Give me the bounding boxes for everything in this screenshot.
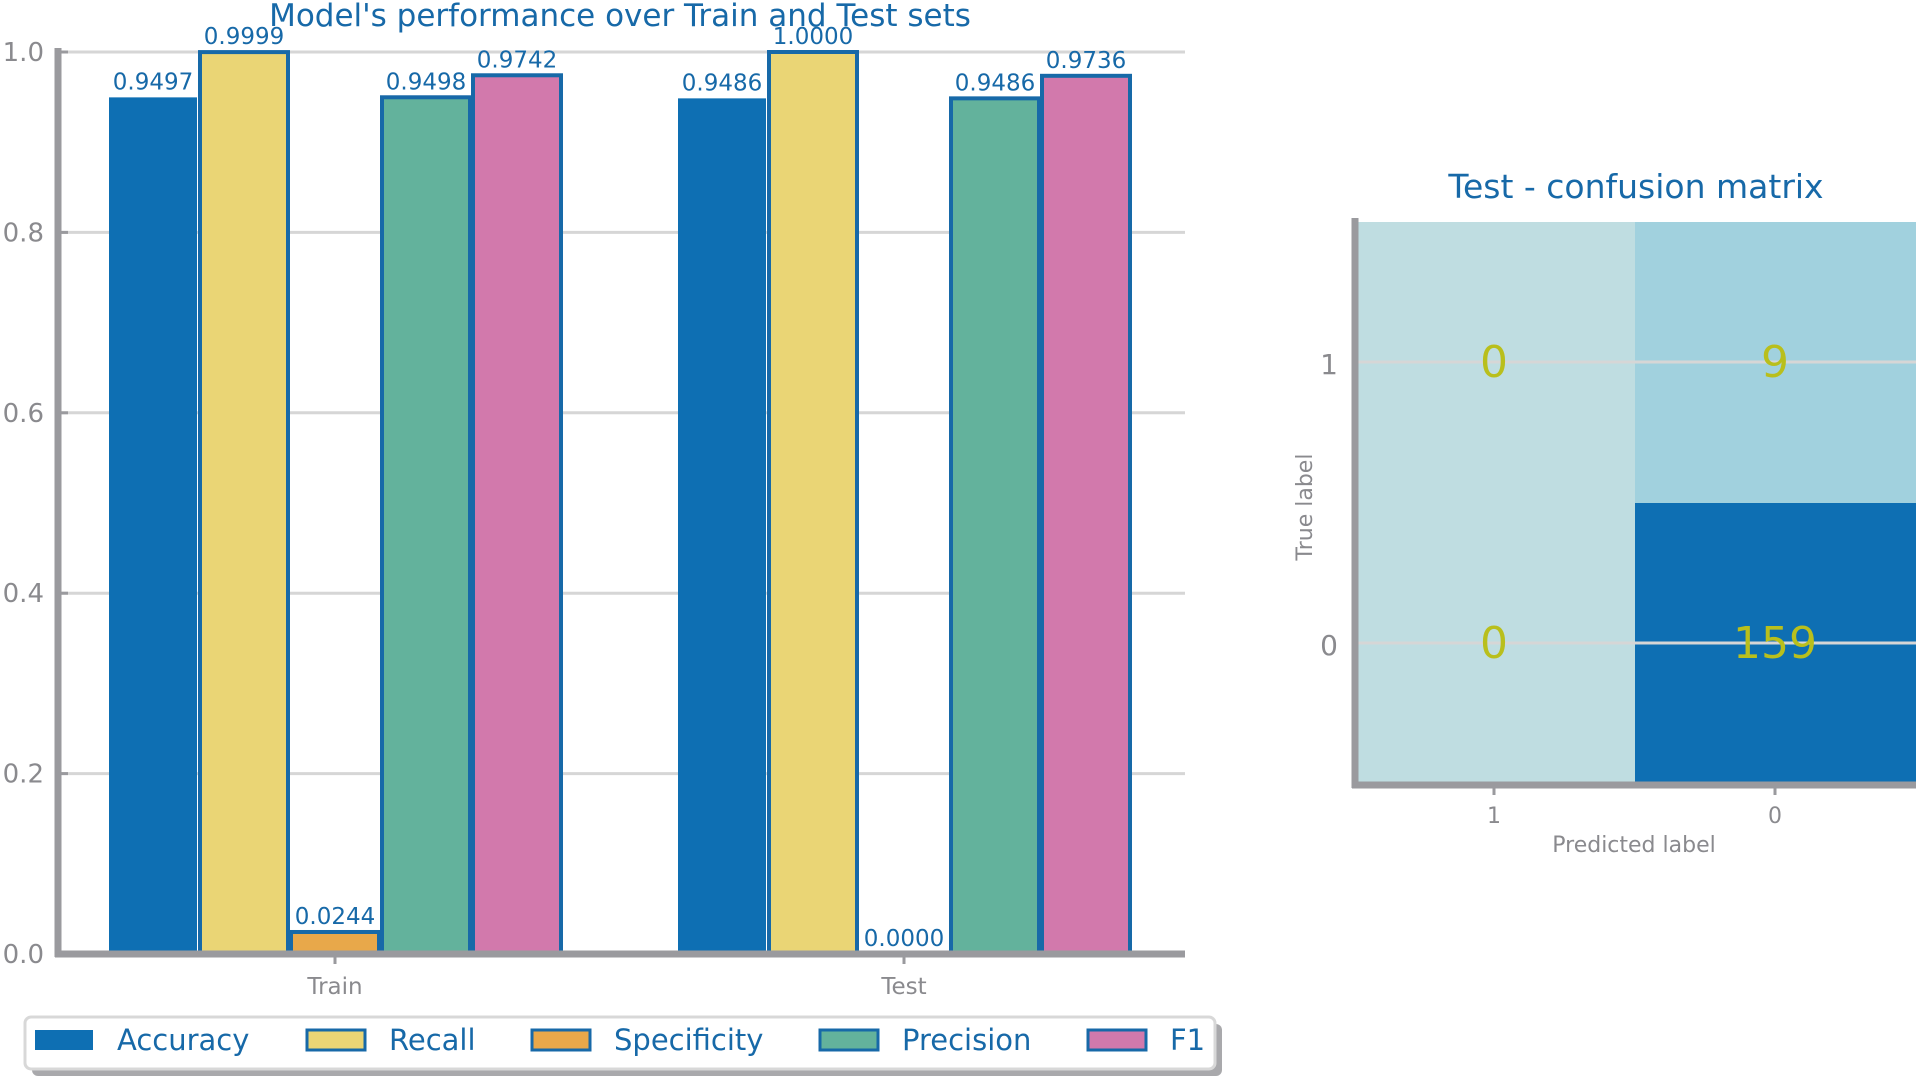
bar-accuracy-test — [678, 98, 766, 955]
bar-data-label: 0.9999 — [204, 24, 284, 50]
bar-data-label: 0.9736 — [1046, 48, 1126, 74]
bar-data-label: 0.0244 — [295, 904, 375, 930]
bar-data-label: 0.9498 — [386, 69, 466, 95]
bar-precision-test — [949, 96, 1041, 957]
bar-recall-train — [198, 50, 290, 956]
legend-label-specificity: Specificity — [614, 1023, 763, 1057]
bar-chart-y-tick-labels: 0.0 0.2 0.4 0.6 0.8 1.0 — [3, 38, 44, 970]
legend-swatch-accuracy — [35, 1030, 93, 1050]
confusion-matrix-value: 0 — [1480, 337, 1508, 388]
bar-data-label: 0.9742 — [477, 47, 557, 73]
legend-swatch-f1 — [1086, 1028, 1148, 1052]
bar-data-label: 0.0000 — [864, 926, 944, 952]
confusion-matrix-x-tick-label: 1 — [1487, 804, 1501, 829]
legend-label-accuracy: Accuracy — [117, 1023, 249, 1057]
x-tick-label: Train — [306, 974, 362, 1000]
confusion-matrix-y-tick-label: 1 — [1320, 348, 1338, 381]
bar-precision-train — [380, 95, 472, 957]
confusion-matrix-axes — [1351, 218, 1916, 789]
confusion-matrix-chart: Test - confusion matrix 0 9 0 159 1 0 1 0 Pred… — [1293, 167, 1916, 858]
bar-data-label: 0.9486 — [682, 70, 762, 96]
confusion-matrix-value: 9 — [1761, 337, 1789, 388]
legend-swatch-specificity — [530, 1028, 592, 1052]
legend-label-recall: Recall — [389, 1023, 476, 1057]
legend-swatch-recall — [305, 1028, 367, 1052]
bar-accuracy-train — [109, 97, 197, 954]
y-tick-label: 0.0 — [3, 940, 44, 970]
bar-data-label: 1.0000 — [773, 24, 853, 50]
bar-chart-data-labels: 0.9497 0.9999 0.0244 0.9498 0.9742 0.9486 1.00… — [113, 24, 1126, 952]
confusion-matrix-value: 0 — [1480, 618, 1508, 669]
bar-f1-test — [1040, 73, 1132, 956]
bar-data-label: 0.9497 — [113, 69, 193, 95]
bar-chart-legend: Accuracy Recall Specificity Precision F1 — [23, 1015, 1222, 1076]
confusion-matrix-cells: 0 9 0 159 — [1355, 222, 1916, 784]
y-tick-label: 0.6 — [3, 399, 44, 429]
x-tick-label: Test — [880, 974, 926, 1000]
bar-chart: Model's performance over Train and Test … — [3, 0, 1222, 1076]
confusion-matrix-y-tick-label: 0 — [1320, 629, 1338, 662]
legend-label-f1: F1 — [1170, 1023, 1205, 1057]
bar-chart-title: Model's performance over Train and Test … — [269, 0, 971, 34]
confusion-matrix-value: 159 — [1733, 618, 1817, 669]
bar-f1-train — [471, 73, 563, 956]
legend-swatch-precision — [818, 1028, 880, 1052]
bar-chart-axes — [54, 48, 1185, 958]
legend-label-precision: Precision — [902, 1023, 1031, 1057]
bar-chart-bars — [109, 50, 1132, 957]
y-tick-label: 1.0 — [3, 38, 44, 68]
confusion-matrix-y-axis-label: True label — [1293, 454, 1318, 562]
bar-recall-test — [767, 50, 859, 956]
confusion-matrix-x-tick-label: 0 — [1768, 804, 1782, 829]
confusion-matrix-title: Test - confusion matrix — [1447, 167, 1823, 206]
y-tick-label: 0.4 — [3, 579, 44, 609]
bar-data-label: 0.9486 — [955, 70, 1035, 96]
confusion-matrix-tick-labels: 1 0 1 0 — [1320, 348, 1782, 829]
bar-chart-x-tick-labels: Train Test — [306, 954, 927, 1000]
confusion-matrix-x-axis-label: Predicted label — [1552, 833, 1715, 858]
y-tick-label: 0.8 — [3, 218, 44, 248]
y-tick-label: 0.2 — [3, 760, 44, 790]
